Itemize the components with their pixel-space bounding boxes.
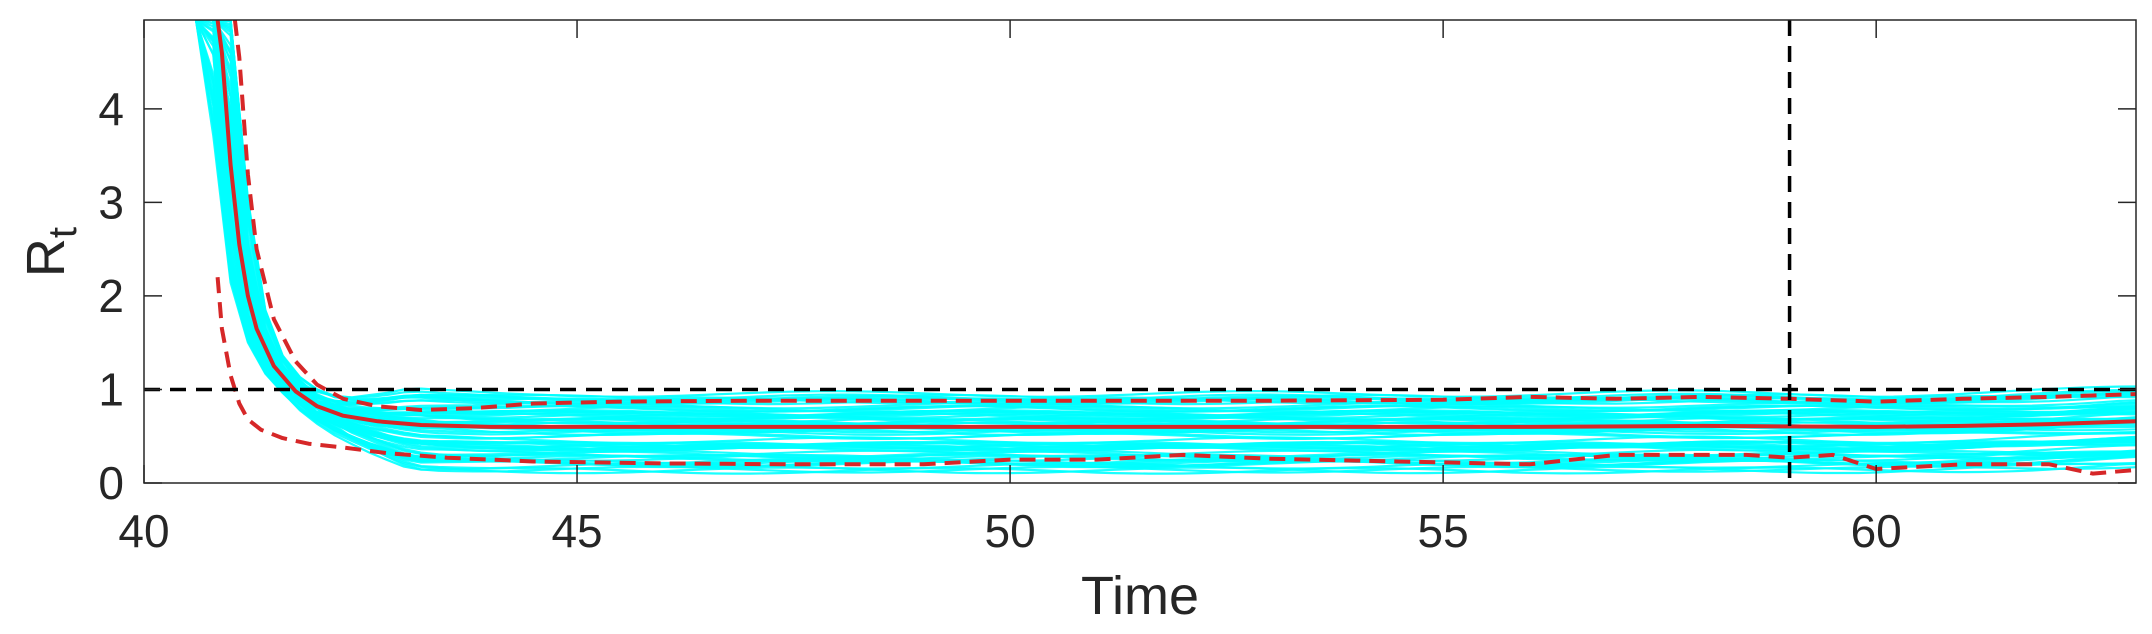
ensemble-curve (196, 20, 2136, 474)
axes-box (143, 19, 2137, 484)
ensemble-curve (196, 20, 2136, 459)
y-tick-label: 1 (98, 363, 124, 415)
ensemble-curve (196, 20, 2136, 451)
ensemble-curve (196, 20, 2136, 413)
x-tick-label: 55 (1418, 505, 1469, 557)
y-axis-label-subscript: t (41, 227, 85, 238)
y-axis-label: Rt (16, 227, 85, 277)
y-tick-label: 4 (98, 83, 124, 135)
x-tick-label: 40 (118, 505, 169, 557)
x-axis-label: Time (1081, 566, 1199, 626)
y-tick-label: 3 (98, 176, 124, 228)
ensemble-curve (196, 20, 2136, 445)
interval-line-1 (232, 20, 2136, 412)
median-line (215, 20, 2136, 429)
ensemble-curve (196, 20, 2136, 440)
svg-text:Rt: Rt (16, 227, 85, 277)
ensemble-curve (196, 20, 2136, 458)
interval-line-2 (215, 277, 2136, 476)
y-axis-label-main: R (16, 238, 76, 277)
ensemble-curve (196, 20, 2136, 436)
ensemble-curve (196, 20, 2136, 399)
tick-layer: 40 45 50 55 60 0 1 2 3 4 (98, 20, 2136, 557)
reference-lines (144, 20, 2136, 483)
ensemble-curve (196, 20, 2136, 426)
y-tick-label: 0 (98, 457, 124, 509)
ensemble-curve (194, 20, 2136, 475)
x-tick-label: 45 (551, 505, 602, 557)
ensemble-curve (195, 20, 2136, 418)
series-layer (215, 20, 2136, 476)
ensemble-curve (196, 20, 2136, 451)
x-tick-label: 50 (985, 505, 1036, 557)
y-tick-label: 2 (98, 270, 124, 322)
ensemble-curve (195, 20, 2136, 467)
x-tick-label: 60 (1851, 505, 1902, 557)
